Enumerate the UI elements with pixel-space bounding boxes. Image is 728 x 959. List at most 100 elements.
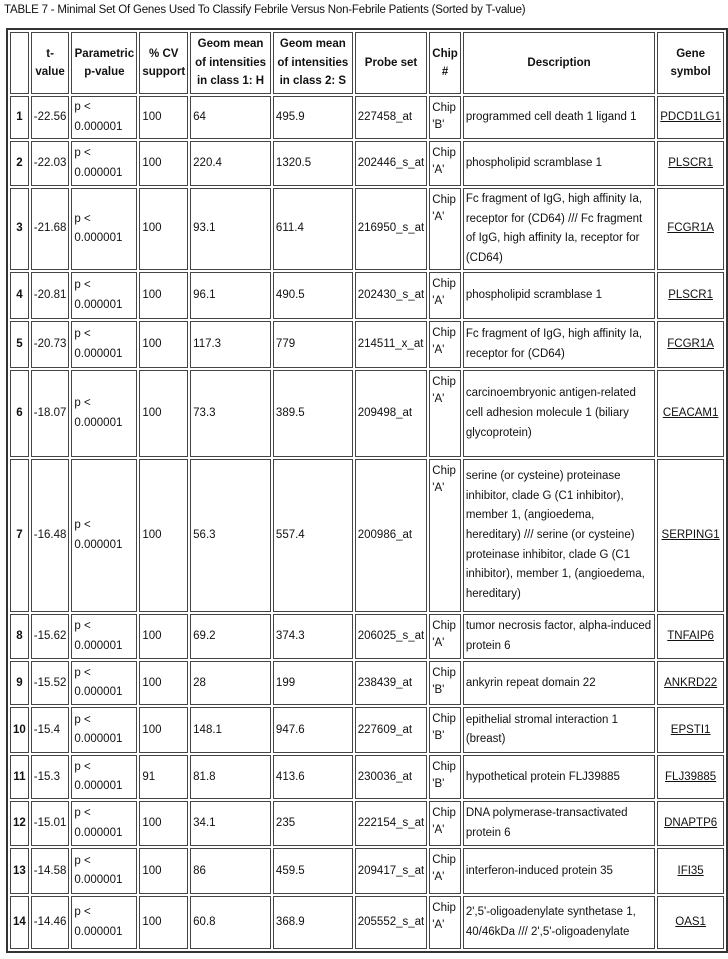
cell-p-value: p < 0.000001 [71,801,138,847]
header-mean-class-h: Geom mean of intensities in class 1: H [190,32,271,94]
cell-gene-symbol[interactable]: ANKRD22 [657,661,724,706]
cell-gene-symbol[interactable]: PDCD1LG1 [657,96,724,140]
cell-cv-support: 100 [139,96,189,140]
cell-chip: Chip 'B' [429,661,461,706]
cell-gene-symbol[interactable]: IFI35 [657,848,724,895]
cell-gene-symbol[interactable]: EPSTI1 [657,707,724,754]
table-row: 6 -18.07 p < 0.000001 100 73.3 389.5 209498_at… [10,370,724,458]
cell-t-value: -15.4 [30,707,70,754]
cell-description: phospholipid scramblase 1 [462,141,656,187]
cell-probe-set: 238439_at [354,661,428,706]
cell-t-value: -16.48 [30,459,70,613]
cell-mean-class-h: 56.3 [190,459,271,613]
cell-description: carcinoembryonic antigen-related cell ad… [462,370,656,458]
cell-chip: Chip 'A' [429,188,461,271]
cell-chip: Chip 'A' [429,370,461,458]
cell-t-value: -15.01 [30,801,70,847]
header-probe-set: Probe set [354,32,428,94]
cell-chip: Chip 'B' [429,707,461,754]
cell-cv-support: 91 [139,755,189,800]
cell-probe-set: 209417_s_at [354,848,428,895]
cell-probe-set: 209498_at [354,370,428,458]
cell-description: epithelial stromal interaction 1 (breast… [462,707,656,754]
cell-chip: Chip 'A' [429,896,461,950]
cell-gene-symbol[interactable]: FCGR1A [657,321,724,369]
cell-gene-symbol[interactable]: PLSCR1 [657,272,724,320]
cell-mean-class-h: 60.8 [190,896,271,950]
cell-mean-class-h: 81.8 [190,755,271,800]
cell-gene-symbol[interactable]: PLSCR1 [657,141,724,187]
header-p-value: Parametric p-value [71,32,138,94]
table-row: 3 -21.68 p < 0.000001 100 93.1 611.4 216950_s_… [10,188,724,271]
cell-gene-symbol[interactable]: SERPING1 [657,459,724,613]
header-chip: Chip # [429,32,461,94]
cell-mean-class-s: 374.3 [272,614,353,660]
cell-gene-symbol[interactable]: FLJ39885 [657,755,724,800]
cell-cv-support: 100 [139,801,189,847]
cell-mean-class-h: 93.1 [190,188,271,271]
table-row: 10 -15.4 p < 0.000001 100 148.1 947.6 227609_a… [10,707,724,754]
cell-probe-set: 202430_s_at [354,272,428,320]
cell-probe-set: 202446_s_at [354,141,428,187]
cell-row-number: 2 [10,141,29,187]
cell-mean-class-h: 96.1 [190,272,271,320]
cell-p-value: p < 0.000001 [71,272,138,320]
cell-row-number: 14 [10,896,29,950]
header-row: t-value Parametric p-value% CV support Geo… [10,32,724,94]
cell-p-value: p < 0.000001 [71,141,138,187]
table-row: 2 -22.03 p < 0.000001 100 220.4 1320.5 202446_… [10,141,724,187]
cell-gene-symbol[interactable]: FCGR1A [657,188,724,271]
cell-probe-set: 200986_at [354,459,428,613]
cell-row-number: 13 [10,848,29,895]
cell-description: serine (or cysteine) proteinase inhibito… [462,459,656,613]
cell-p-value: p < 0.000001 [71,459,138,613]
cell-description: Fc fragment of IgG, high affinity Ia, re… [462,321,656,369]
header-description: Description [462,32,656,94]
cell-cv-support: 100 [139,272,189,320]
cell-row-number: 3 [10,188,29,271]
cell-probe-set: 205552_s_at [354,896,428,950]
cell-gene-symbol[interactable]: DNAPTP6 [657,801,724,847]
cell-mean-class-h: 148.1 [190,707,271,754]
cell-mean-class-h: 117.3 [190,321,271,369]
cell-p-value: p < 0.000001 [71,370,138,458]
cell-probe-set: 227609_at [354,707,428,754]
cell-gene-symbol[interactable]: TNFAIP6 [657,614,724,660]
cell-gene-symbol[interactable]: CEACAM1 [657,370,724,458]
cell-row-number: 10 [10,707,29,754]
cell-mean-class-h: 86 [190,848,271,895]
cell-row-number: 12 [10,801,29,847]
cell-chip: Chip 'A' [429,141,461,187]
cell-mean-class-h: 34.1 [190,801,271,847]
header-row-number [10,32,29,94]
cell-t-value: -22.03 [30,141,70,187]
cell-t-value: -15.3 [30,755,70,800]
cell-row-number: 8 [10,614,29,660]
header-t-value: t-value [30,32,70,94]
cell-mean-class-s: 413.6 [272,755,353,800]
cell-mean-class-s: 459.5 [272,848,353,895]
table-row: 5 -20.73 p < 0.000001 100 117.3 779 214511_x_a… [10,321,724,369]
cell-mean-class-s: 389.5 [272,370,353,458]
cell-p-value: p < 0.000001 [71,188,138,271]
cell-mean-class-s: 1320.5 [272,141,353,187]
cell-description: DNA polymerase-transactivated protein 6 [462,801,656,847]
cell-row-number: 4 [10,272,29,320]
cell-t-value: -22.56 [30,96,70,140]
cell-cv-support: 100 [139,188,189,271]
cell-description: tumor necrosis factor, alpha-induced pro… [462,614,656,660]
cell-chip: Chip 'B' [429,755,461,800]
cell-cv-support: 100 [139,141,189,187]
cell-mean-class-h: 220.4 [190,141,271,187]
cell-description: ankyrin repeat domain 22 [462,661,656,706]
cell-mean-class-s: 611.4 [272,188,353,271]
cell-cv-support: 100 [139,370,189,458]
cell-mean-class-s: 368.9 [272,896,353,950]
cell-row-number: 9 [10,661,29,706]
cell-p-value: p < 0.000001 [71,707,138,754]
cell-description: programmed cell death 1 ligand 1 [462,96,656,140]
cell-row-number: 6 [10,370,29,458]
table-row: 9 -15.52 p < 0.000001 100 28 199 238439_at Chip… [10,661,724,706]
cell-gene-symbol[interactable]: OAS1 [657,896,724,950]
cell-description: phospholipid scramblase 1 [462,272,656,320]
